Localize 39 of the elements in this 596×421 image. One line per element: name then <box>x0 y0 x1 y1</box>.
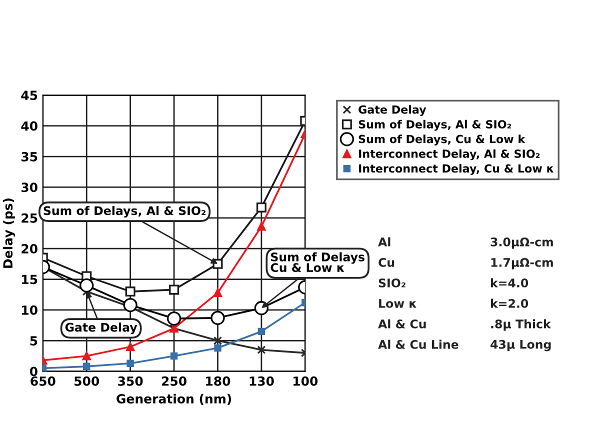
y-axis-title: Delay (ps) <box>2 198 16 268</box>
y-tick-label: 30 <box>21 182 38 192</box>
y-tick-label: 35 <box>21 152 38 162</box>
y-tick-label: 15 <box>22 274 38 284</box>
legend-label: Interconnect Delay, Cu & Low κ <box>359 164 554 175</box>
x-tick-label: 350 <box>118 376 143 386</box>
annotation: Sum of Delays, Al & SIO₂ <box>44 206 206 218</box>
text: .8μ Thick <box>491 319 552 331</box>
legend-label: Gate Delay <box>358 105 426 116</box>
annotation: Gate Delay <box>65 322 138 334</box>
text: k=4.0 <box>490 278 528 288</box>
text: Low κ <box>379 299 416 308</box>
x-tick-label: 250 <box>162 376 186 386</box>
x-axis-title: Generation (nm) <box>116 394 232 405</box>
y-tick-label: 25 <box>22 213 38 223</box>
annotation: Sum of Delays Cu & Low κ <box>270 252 364 272</box>
y-tick-label: 20 <box>22 244 38 254</box>
x-tick-label: 100 <box>294 376 318 386</box>
text: 43μ Long <box>490 340 551 352</box>
text: Al & Cu <box>378 319 426 328</box>
text: k=2.0 <box>490 298 528 308</box>
y-tick-label: 45 <box>21 90 38 100</box>
y-tick-label: 5 <box>30 336 38 346</box>
text: 1.7μΩ-cm <box>491 258 553 270</box>
x-tick-label: 650 <box>30 376 56 386</box>
y-tick-label: 0 <box>30 366 38 376</box>
text: 3.0μΩ-cm <box>490 237 553 249</box>
x-tick-label: 500 <box>74 376 100 386</box>
legend-label: Sum of Delays, Cu & Low k <box>358 134 526 146</box>
text: Al & Cu Line <box>378 340 458 349</box>
y-tick-label: 40 <box>21 121 38 131</box>
legend-label: Interconnect Delay, Al & SIO₂ <box>359 149 540 160</box>
text: Al <box>378 237 390 246</box>
text: SIO₂ <box>378 278 406 288</box>
x-tick-label: 130 <box>250 376 274 386</box>
x-tick-label: 180 <box>206 376 230 386</box>
text: Cu <box>378 258 394 267</box>
legend-label: Sum of Delays, Al & SIO₂ <box>358 120 512 131</box>
y-tick-label: 10 <box>22 305 38 315</box>
